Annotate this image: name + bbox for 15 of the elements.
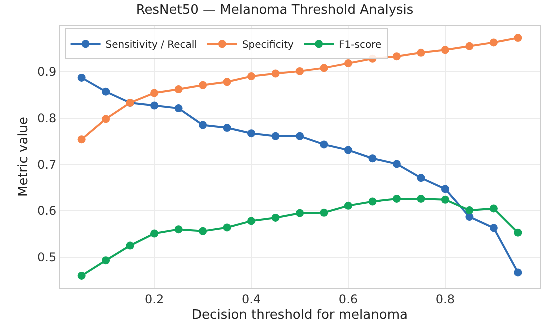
y-axis-title: Metric value	[16, 116, 32, 198]
x-tick-label: 0.8	[436, 292, 455, 306]
x-tick-label: 0.6	[338, 292, 358, 306]
x-tick-label: 0.2	[145, 292, 164, 306]
y-tick-label: 0.6	[38, 204, 57, 218]
chart-title: ResNet50 — Melanoma Threshold Analysis	[136, 3, 414, 18]
y-tick-label: 0.5	[38, 250, 57, 265]
legend-label: F1-score	[339, 40, 382, 52]
y-tick-label: 0.9	[38, 65, 57, 80]
legend-label: Specificity	[242, 40, 294, 52]
x-axis-title: Decision threshold for melanoma	[192, 308, 408, 323]
legend-label: Sensitivity / Recall	[106, 40, 198, 52]
x-tick-label: 0.4	[242, 292, 262, 306]
y-tick-label: 0.8	[38, 111, 57, 126]
y-tick-label: 0.7	[38, 158, 57, 172]
